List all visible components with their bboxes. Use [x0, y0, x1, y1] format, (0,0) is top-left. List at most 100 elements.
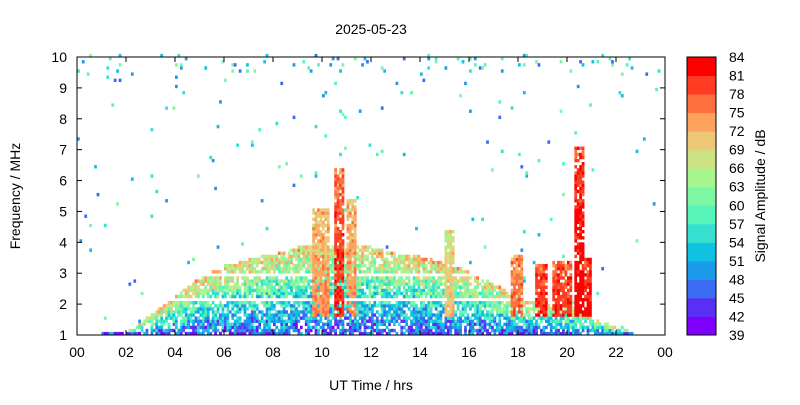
heatmap-cell: [346, 208, 350, 212]
heatmap-cell: [358, 322, 362, 327]
heatmap-cell: [388, 310, 391, 314]
heatmap-cell: [473, 328, 477, 333]
heatmap-cell: [103, 223, 107, 228]
heatmap-cell: [513, 322, 516, 327]
heatmap-cell: [346, 202, 350, 206]
heatmap-cell: [505, 328, 509, 333]
heatmap-cell: [388, 294, 391, 299]
heatmap-cell: [326, 291, 330, 296]
heatmap-cell: [324, 282, 328, 286]
heatmap-cell: [331, 316, 335, 320]
heatmap-cell: [216, 124, 220, 129]
heatmap-cell: [211, 328, 215, 333]
heatmap-cell: [461, 276, 465, 280]
heatmap-cell: [346, 254, 350, 259]
heatmap-cell: [265, 310, 269, 314]
heatmap-cell: [253, 260, 257, 265]
heatmap-cell: [307, 270, 311, 274]
heatmap-cell: [424, 257, 428, 262]
heatmap-cell: [520, 270, 524, 274]
heatmap-cell: [317, 242, 320, 246]
heatmap-cell: [390, 267, 394, 271]
heatmap-cell: [373, 279, 377, 283]
heatmap-cell: [535, 270, 538, 274]
heatmap-cell: [326, 226, 330, 231]
heatmap-cell: [429, 263, 433, 268]
heatmap-cell: [211, 325, 215, 330]
heatmap-cell: [395, 285, 399, 289]
heatmap-cell: [525, 319, 529, 323]
heatmap-cell: [170, 328, 173, 333]
heatmap-cell: [317, 273, 320, 277]
heatmap-cell: [481, 288, 484, 293]
heatmap-cell: [346, 291, 350, 296]
heatmap-cell: [581, 220, 585, 225]
heatmap-cell: [402, 254, 406, 259]
heatmap-cell: [557, 263, 560, 268]
heatmap-cell: [361, 251, 364, 255]
heatmap-cell: [341, 304, 345, 308]
heatmap-cell: [378, 270, 382, 274]
heatmap-cell: [412, 254, 416, 259]
heatmap-cell: [569, 276, 573, 280]
heatmap-cell: [562, 285, 565, 289]
heatmap-cell: [353, 325, 357, 330]
heatmap-cell: [464, 316, 467, 320]
heatmap-cell: [596, 291, 600, 296]
heatmap-cell: [319, 325, 323, 330]
heatmap-cell: [339, 310, 342, 314]
heatmap-cell: [395, 331, 399, 336]
heatmap-cell: [248, 301, 252, 305]
heatmap-cell: [473, 310, 477, 314]
heatmap-cell: [348, 239, 352, 243]
heatmap-cell: [270, 331, 274, 336]
heatmap-cell: [385, 313, 389, 317]
heatmap-cell: [94, 165, 97, 169]
heatmap-cell: [520, 325, 524, 330]
heatmap-cell: [562, 254, 565, 259]
heatmap-cell: [471, 301, 475, 305]
heatmap-cell: [263, 267, 266, 271]
heatmap-cell: [469, 276, 472, 280]
heatmap-cell: [322, 260, 325, 265]
heatmap-cell: [388, 307, 391, 311]
heatmap-cell: [446, 229, 450, 234]
heatmap-cell: [449, 331, 453, 336]
heatmap-cell: [260, 285, 264, 289]
heatmap-cell: [461, 270, 465, 274]
heatmap-cell: [552, 294, 556, 299]
heatmap-cell: [427, 322, 431, 327]
heatmap-cell: [466, 279, 470, 283]
heatmap-cell: [292, 63, 296, 67]
heatmap-cell: [589, 260, 592, 265]
heatmap-cell: [567, 282, 570, 286]
heatmap-cell: [486, 310, 489, 314]
heatmap-cell: [576, 180, 580, 184]
heatmap-cell: [540, 270, 543, 274]
heatmap-cell: [277, 267, 281, 271]
heatmap-cell: [319, 239, 323, 243]
heatmap-cell: [172, 322, 176, 327]
heatmap-cell: [189, 301, 193, 305]
heatmap-cell: [415, 313, 418, 317]
heatmap-cell: [285, 257, 288, 262]
heatmap-cell: [444, 307, 448, 311]
heatmap-cell: [273, 260, 276, 265]
heatmap-cell: [302, 291, 306, 296]
heatmap-cell: [339, 267, 342, 271]
heatmap-cell: [427, 66, 431, 70]
colorbar-band: [687, 223, 716, 243]
heatmap-cell: [292, 183, 296, 188]
heatmap-cell: [520, 310, 524, 314]
heatmap-cell: [415, 304, 418, 308]
heatmap-cell: [446, 288, 450, 293]
heatmap-cell: [358, 257, 362, 262]
heatmap-cell: [322, 267, 325, 271]
heatmap-cell: [395, 313, 399, 317]
heatmap-cell: [228, 279, 232, 283]
heatmap-cell: [312, 279, 315, 283]
heatmap-cell: [420, 288, 423, 293]
heatmap-cell: [415, 319, 418, 323]
heatmap-cell: [483, 313, 487, 317]
heatmap-cell: [324, 331, 328, 336]
